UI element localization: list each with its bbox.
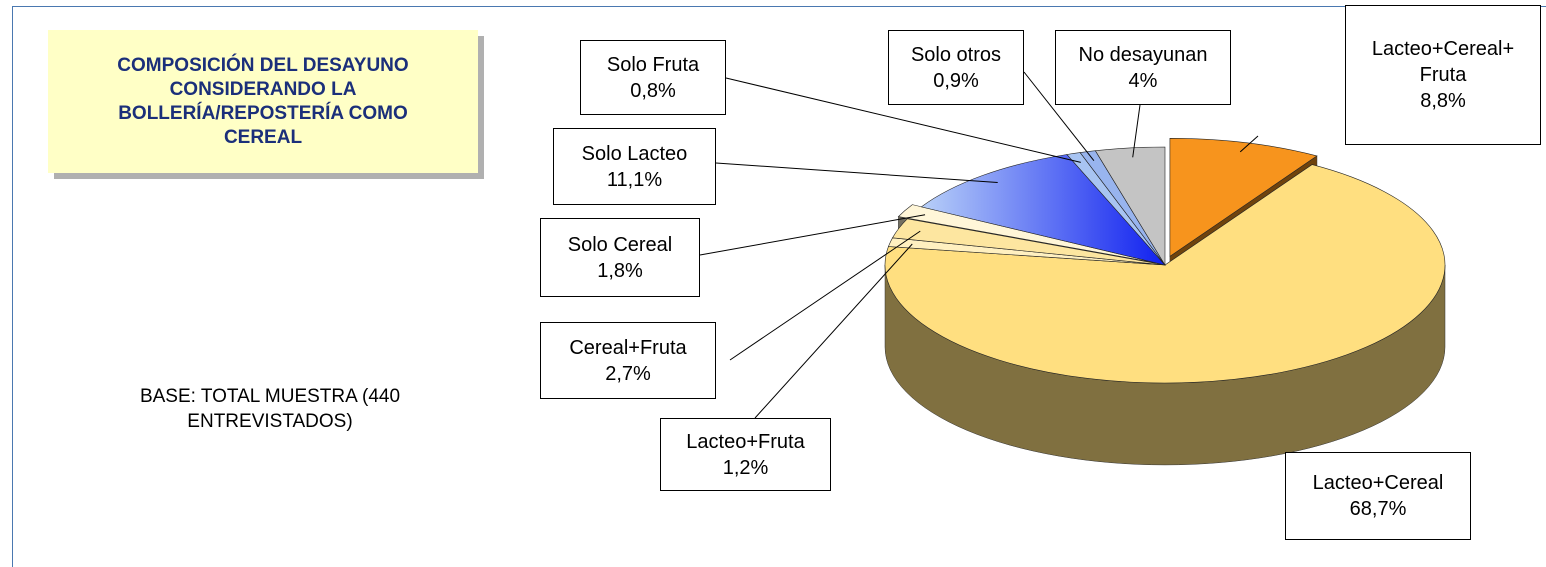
legend-label: Solo Lacteo bbox=[581, 142, 688, 165]
data-label: Solo Cereal 1,8% bbox=[540, 218, 700, 297]
data-label: Lacteo+Cereal+ Fruta 8,8% bbox=[1345, 5, 1541, 145]
value-label: 8,8% bbox=[1420, 90, 1466, 112]
leader-line bbox=[1239, 135, 1259, 153]
leader-line bbox=[699, 214, 926, 256]
page: COMPOSICIÓN DEL DESAYUNO CONSIDERANDO LA… bbox=[12, 5, 1546, 567]
leader-line bbox=[1132, 104, 1141, 158]
leader-line bbox=[725, 77, 1081, 163]
legend-label: Solo otros bbox=[910, 43, 1002, 66]
legend-label: Lacteo+Cereal+ Fruta bbox=[1371, 38, 1515, 86]
data-label: No desayunan 4% bbox=[1055, 30, 1231, 105]
data-label: Solo Lacteo 11,1% bbox=[553, 128, 716, 205]
data-label: Solo Fruta 0,8% bbox=[580, 40, 726, 115]
slice bbox=[1169, 138, 1318, 257]
legend-label: Lacteo+Cereal bbox=[1312, 472, 1444, 494]
value-label: 4% bbox=[1128, 69, 1158, 92]
data-label: Cereal+Fruta 2,7% bbox=[540, 322, 716, 399]
value-label: 0,9% bbox=[933, 69, 979, 92]
chart-title: COMPOSICIÓN DEL DESAYUNO CONSIDERANDO LA… bbox=[48, 30, 478, 173]
leader-line bbox=[715, 162, 998, 183]
legend-label: Cereal+Fruta bbox=[569, 336, 687, 359]
legend-label: No desayunan bbox=[1078, 43, 1208, 66]
data-label: Lacteo+Cereal 68,7% bbox=[1285, 452, 1471, 540]
value-label: 0,8% bbox=[630, 79, 676, 102]
chart-subtitle: BASE: TOTAL MUESTRA (440 ENTREVISTADOS) bbox=[139, 386, 401, 432]
legend-label: Solo Cereal bbox=[567, 233, 673, 256]
legend-label: Lacteo+Fruta bbox=[686, 430, 805, 453]
data-label: Solo otros 0,9% bbox=[888, 30, 1024, 105]
legend-label: Solo Fruta bbox=[606, 53, 700, 76]
leader-line bbox=[729, 230, 921, 361]
value-label: 68,7% bbox=[1349, 498, 1407, 520]
leader-line bbox=[1023, 71, 1095, 161]
leader-line bbox=[754, 243, 913, 419]
slice bbox=[897, 204, 1157, 264]
slice bbox=[920, 154, 1166, 266]
slice bbox=[884, 164, 1446, 384]
slice bbox=[892, 218, 1166, 266]
value-label: 1,8% bbox=[597, 259, 643, 282]
value-label: 2,7% bbox=[605, 362, 651, 385]
frame bbox=[12, 6, 1546, 567]
slice bbox=[1094, 146, 1166, 267]
data-label: Lacteo+Fruta 1,2% bbox=[660, 418, 831, 491]
chart bbox=[699, 71, 1446, 466]
value-label: 1,2% bbox=[722, 456, 769, 479]
value-label: 11,1% bbox=[606, 168, 663, 191]
